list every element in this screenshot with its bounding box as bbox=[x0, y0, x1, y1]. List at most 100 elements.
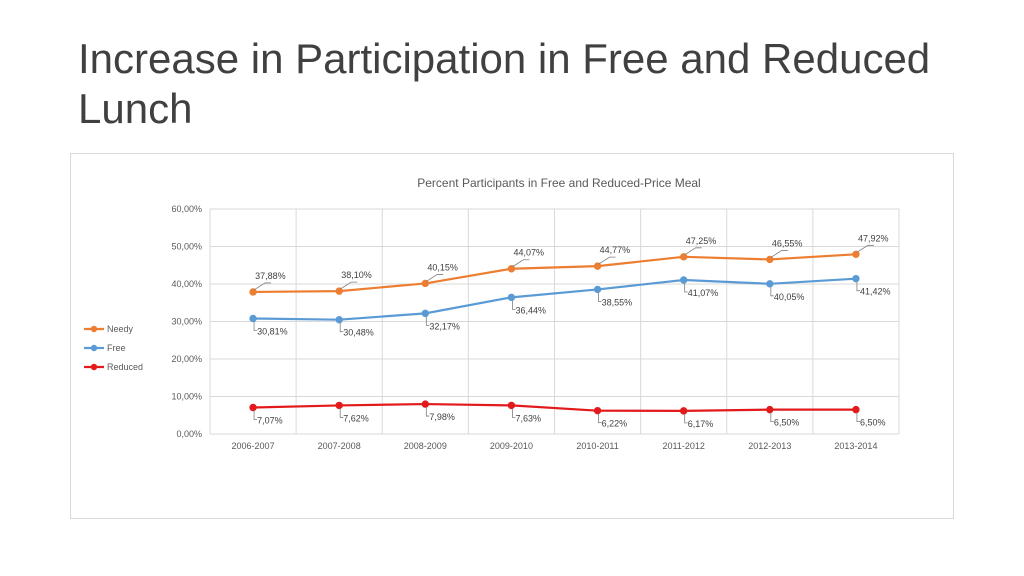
data-label: 7,63% bbox=[515, 413, 541, 423]
label-leader-line bbox=[426, 274, 444, 282]
x-tick-label: 2009-2010 bbox=[490, 441, 533, 451]
data-label: 30,81% bbox=[257, 326, 288, 336]
legend-entry: Free bbox=[107, 343, 126, 353]
line-chart: Percent Participants in Free and Reduced… bbox=[84, 176, 900, 451]
data-label: 7,98% bbox=[429, 412, 455, 422]
data-label: 6,17% bbox=[688, 419, 714, 429]
label-leader-line bbox=[856, 412, 860, 423]
y-tick-label: 0,00% bbox=[176, 429, 202, 439]
x-tick-label: 2006-2007 bbox=[232, 441, 275, 451]
data-label: 44,07% bbox=[513, 248, 544, 258]
label-leader-line bbox=[598, 413, 602, 424]
legend-swatch-marker bbox=[90, 344, 98, 352]
legend: Needy Free Reduced bbox=[84, 324, 143, 372]
data-label: 47,25% bbox=[686, 236, 717, 246]
data-label: 38,55% bbox=[602, 297, 633, 307]
label-leader-line bbox=[684, 413, 688, 424]
data-label: 30,48% bbox=[343, 328, 374, 338]
label-leader-line bbox=[598, 292, 602, 302]
y-tick-label: 50,00% bbox=[171, 242, 202, 252]
data-point bbox=[421, 400, 430, 408]
grid bbox=[209, 208, 900, 435]
data-point bbox=[593, 262, 602, 270]
label-leader-line bbox=[856, 281, 860, 292]
data-point bbox=[852, 405, 860, 414]
data-point bbox=[852, 274, 860, 283]
data-point bbox=[249, 288, 257, 296]
data-label: 6,50% bbox=[774, 418, 800, 428]
data-label: 47,92% bbox=[858, 233, 889, 243]
x-axis: 2006-2007 2007-2008 2008-2009 2009-2010 2010… bbox=[232, 441, 878, 451]
label-leader-line bbox=[684, 282, 688, 293]
data-point bbox=[679, 253, 688, 261]
data-point bbox=[593, 406, 602, 415]
label-leader-line bbox=[253, 321, 258, 331]
label-leader-line bbox=[339, 408, 344, 418]
data-label: 36,44% bbox=[515, 305, 546, 315]
x-tick-label: 2007-2008 bbox=[318, 441, 361, 451]
data-point bbox=[421, 279, 430, 288]
series-line-free bbox=[253, 277, 857, 321]
data-label: 32,17% bbox=[429, 321, 460, 331]
y-tick-label: 60,00% bbox=[171, 204, 202, 214]
series-line-reduced bbox=[253, 402, 856, 412]
data-label: 41,42% bbox=[860, 287, 891, 297]
data-label: 7,62% bbox=[343, 413, 369, 423]
data-point bbox=[679, 276, 688, 284]
label-leader-line bbox=[339, 322, 344, 333]
data-point bbox=[249, 403, 257, 412]
label-leader-line bbox=[253, 282, 272, 291]
label-leader-line bbox=[425, 316, 430, 326]
label-leader-line bbox=[253, 410, 258, 420]
label-leader-line bbox=[425, 407, 430, 417]
label-leader-line bbox=[684, 247, 702, 256]
legend-entry: Needy bbox=[107, 324, 134, 334]
y-tick-label: 40,00% bbox=[171, 279, 202, 289]
data-label: 44,77% bbox=[600, 245, 631, 255]
label-leader-line bbox=[512, 408, 516, 418]
x-tick-label: 2008-2009 bbox=[404, 441, 447, 451]
slide-title: Increase in Participation in Free and Re… bbox=[78, 35, 931, 132]
label-leader-line bbox=[339, 281, 358, 290]
data-point bbox=[507, 293, 516, 302]
data-point bbox=[593, 285, 602, 294]
label-leader-line bbox=[512, 300, 516, 310]
legend-swatch-marker bbox=[90, 325, 98, 333]
series-layer bbox=[249, 250, 860, 415]
data-label: 7,07% bbox=[257, 415, 283, 425]
x-tick-label: 2012-2013 bbox=[748, 441, 791, 451]
data-label: 6,50% bbox=[860, 418, 886, 428]
data-labels: 37,88% 38,10% 40,15% 44,07% 44,77% 47,25% 46,5… bbox=[253, 233, 891, 429]
label-leader-line bbox=[512, 259, 530, 268]
data-label: 40,15% bbox=[427, 262, 458, 272]
data-label: 40,05% bbox=[774, 292, 805, 302]
y-tick-label: 10,00% bbox=[171, 392, 202, 402]
x-tick-label: 2011-2012 bbox=[663, 441, 705, 451]
y-tick-label: 30,00% bbox=[171, 317, 202, 327]
series-line-needy bbox=[253, 253, 857, 294]
x-tick-label: 2013-2014 bbox=[834, 441, 877, 451]
label-leader-line bbox=[770, 286, 774, 297]
data-point bbox=[335, 401, 343, 410]
data-point bbox=[249, 314, 257, 323]
label-leader-line bbox=[856, 244, 874, 253]
data-point bbox=[421, 309, 430, 318]
data-label: 41,07% bbox=[688, 288, 719, 298]
data-point bbox=[679, 407, 688, 415]
label-leader-line bbox=[598, 256, 616, 265]
data-label: 38,10% bbox=[341, 270, 372, 280]
x-tick-label: 2010-2011 bbox=[576, 441, 618, 451]
data-point bbox=[852, 250, 860, 259]
chart-title: Percent Participants in Free and Reduced… bbox=[417, 176, 700, 190]
data-label: 6,22% bbox=[602, 419, 628, 429]
y-axis: 0,00% 10,00% 20,00% 30,00% 40,00% 50,00% 60,00… bbox=[171, 204, 202, 439]
y-tick-label: 20,00% bbox=[171, 354, 202, 364]
data-label: 37,88% bbox=[255, 271, 286, 281]
data-point bbox=[766, 280, 774, 288]
data-point bbox=[335, 287, 343, 295]
chart-frame: Percent Participants in Free and Reduced… bbox=[70, 153, 954, 519]
data-point bbox=[766, 255, 774, 264]
legend-entry: Reduced bbox=[107, 362, 143, 372]
data-label: 46,55% bbox=[772, 238, 803, 248]
data-point bbox=[507, 401, 516, 410]
